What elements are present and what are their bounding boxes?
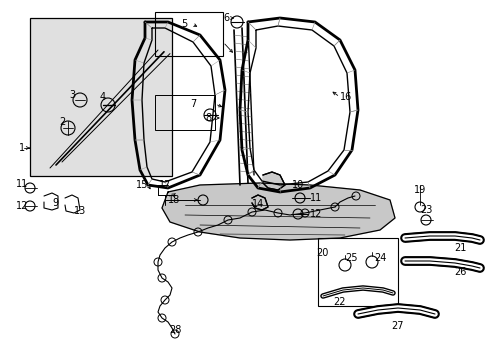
Text: 26: 26 [453, 267, 465, 277]
Text: 11: 11 [309, 193, 322, 203]
Text: 23: 23 [419, 205, 431, 215]
Text: 27: 27 [391, 321, 404, 331]
Text: 9: 9 [52, 198, 58, 208]
Text: 19: 19 [413, 185, 425, 195]
Text: 17: 17 [159, 180, 171, 190]
Text: 15: 15 [136, 180, 148, 190]
Text: 6: 6 [223, 13, 228, 23]
Text: 12: 12 [309, 209, 322, 219]
FancyBboxPatch shape [30, 18, 172, 176]
Text: 5: 5 [181, 19, 187, 29]
Text: 10: 10 [291, 180, 304, 190]
Text: 14: 14 [251, 199, 264, 209]
Text: 4: 4 [100, 92, 106, 102]
Text: 25: 25 [345, 253, 358, 263]
Text: 13: 13 [74, 206, 86, 216]
Text: 1: 1 [19, 143, 25, 153]
Text: 7: 7 [189, 99, 196, 109]
Text: 8: 8 [204, 113, 211, 123]
Text: 12: 12 [16, 201, 28, 211]
Text: 28: 28 [168, 325, 181, 335]
Text: 3: 3 [69, 90, 75, 100]
Text: 2: 2 [59, 117, 65, 127]
Text: 21: 21 [453, 243, 465, 253]
Text: 20: 20 [315, 248, 327, 258]
Polygon shape [251, 195, 267, 210]
Polygon shape [263, 172, 285, 190]
Text: 11: 11 [16, 179, 28, 189]
Text: 16: 16 [339, 92, 351, 102]
Text: 24: 24 [373, 253, 386, 263]
Text: 22: 22 [333, 297, 346, 307]
Polygon shape [162, 183, 394, 240]
Text: 18: 18 [167, 195, 180, 205]
